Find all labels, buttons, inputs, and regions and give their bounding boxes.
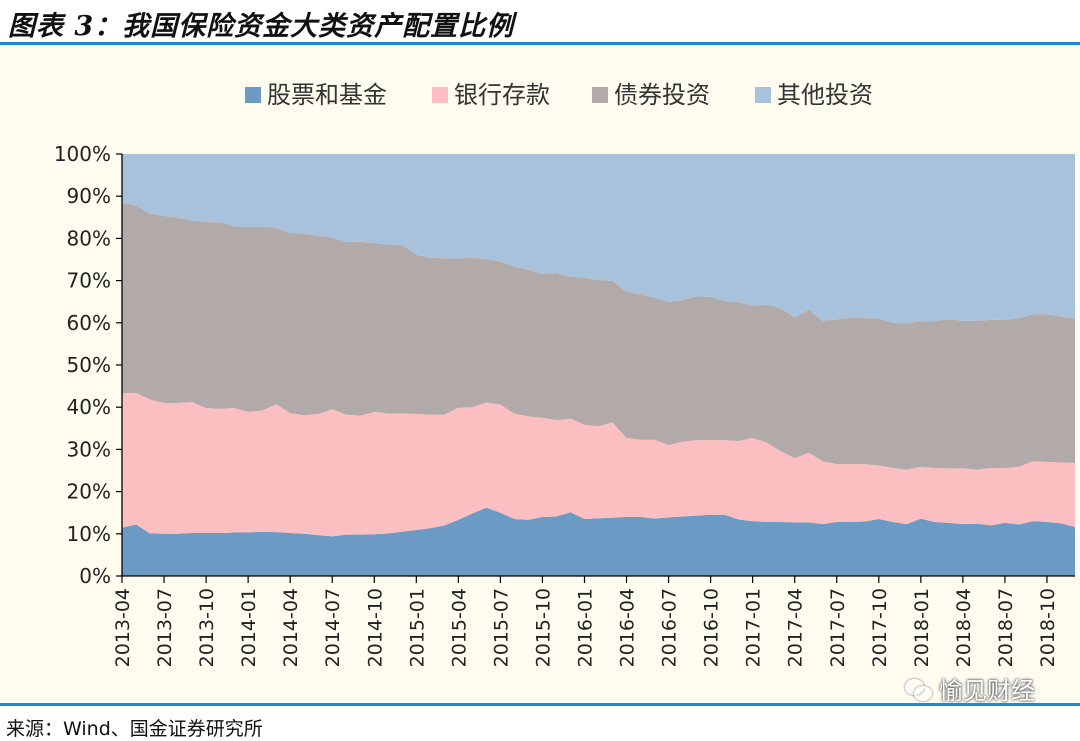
x-tick-label: 2015-01 xyxy=(406,588,428,667)
x-tick-label: 2016-10 xyxy=(701,588,723,667)
x-tick-label: 2015-10 xyxy=(532,588,554,667)
x-tick-label: 2015-04 xyxy=(448,588,470,667)
watermark-text: 愉见财经 xyxy=(939,677,1035,705)
y-tick-label: 30% xyxy=(67,437,111,461)
footer xyxy=(0,706,1080,739)
x-tick-label: 2017-07 xyxy=(827,588,849,667)
x-tick-label: 2017-01 xyxy=(743,588,765,667)
figure-title: 图表 3：我国保险资金大类资产配置比例 xyxy=(8,11,515,42)
y-tick-label: 50% xyxy=(67,353,111,377)
area-series-2 xyxy=(122,202,1075,470)
y-tick-label: 40% xyxy=(67,395,111,419)
x-tick-label: 2013-04 xyxy=(112,588,134,667)
stacked-area-chart: 股票和基金 银行存款 债券投资 其他投资 0% 10% 20% 30% 40% 50% 60% 70… xyxy=(54,81,1075,667)
area-series-3 xyxy=(122,154,1075,324)
x-tick-label: 2016-01 xyxy=(574,588,596,667)
x-tick-label: 2016-07 xyxy=(659,588,681,667)
legend-swatch xyxy=(245,87,261,103)
x-tick-label: 2016-04 xyxy=(617,588,639,667)
legend-label: 债券投资 xyxy=(614,81,710,109)
y-tick-label: 60% xyxy=(67,311,111,335)
plot-areas xyxy=(122,154,1075,576)
x-tick-label: 2013-07 xyxy=(154,588,176,667)
watermark: 愉见财经 xyxy=(905,671,1035,706)
source-note: 来源：Wind、国金证券研究所 xyxy=(6,718,263,740)
x-tick-label: 2017-10 xyxy=(869,588,891,667)
y-tick-label: 70% xyxy=(67,269,111,293)
x-tick-label: 2018-07 xyxy=(995,588,1017,667)
legend-swatch xyxy=(755,87,771,103)
y-tick-label: 0% xyxy=(79,564,111,588)
y-tick-label: 80% xyxy=(67,226,111,250)
x-tick-label: 2013-10 xyxy=(196,588,218,667)
header: 图表 3：我国保险资金大类资产配置比例 xyxy=(0,0,1080,44)
x-tick-label: 2014-07 xyxy=(322,588,344,667)
legend-item-3: 其他投资 xyxy=(755,81,873,109)
legend-label: 银行存款 xyxy=(454,81,550,109)
x-tick-label: 2014-10 xyxy=(364,588,386,667)
top-rule xyxy=(0,42,1080,45)
legend-label: 股票和基金 xyxy=(267,81,387,109)
y-tick-label: 10% xyxy=(67,522,111,546)
y-tick-label: 20% xyxy=(67,480,111,504)
legend: 股票和基金 银行存款 债券投资 其他投资 xyxy=(245,81,873,109)
x-tick-label: 2015-07 xyxy=(490,588,512,667)
legend-swatch xyxy=(592,87,608,103)
chart-panel: 股票和基金 银行存款 债券投资 其他投资 0% 10% 20% 30% 40% 50% 60% 70… xyxy=(0,45,1080,706)
legend-item-1: 银行存款 xyxy=(432,81,550,109)
x-tick-label: 2017-04 xyxy=(785,588,807,667)
area-series-1 xyxy=(122,392,1075,537)
x-tick-label: 2014-04 xyxy=(280,588,302,667)
y-axis: 0% 10% 20% 30% 40% 50% 60% 70% 80% 90% 100% xyxy=(54,142,123,588)
y-tick-label: 100% xyxy=(54,142,111,166)
bottom-rule xyxy=(0,703,1080,706)
x-tick-label: 2018-01 xyxy=(911,588,933,667)
area-series-0 xyxy=(122,507,1075,576)
legend-label: 其他投资 xyxy=(777,81,873,109)
legend-swatch xyxy=(432,87,448,103)
legend-item-2: 债券投资 xyxy=(592,81,710,109)
x-tick-label: 2014-01 xyxy=(238,588,260,667)
x-tick-label: 2018-10 xyxy=(1037,588,1059,667)
x-tick-label: 2018-04 xyxy=(953,588,975,667)
x-axis: 2013-04 2013-07 2013-10 2014-01 2014-04 2014-… xyxy=(112,575,1075,667)
wechat-icon xyxy=(905,677,933,701)
legend-item-0: 股票和基金 xyxy=(245,81,387,109)
y-tick-label: 90% xyxy=(67,184,111,208)
